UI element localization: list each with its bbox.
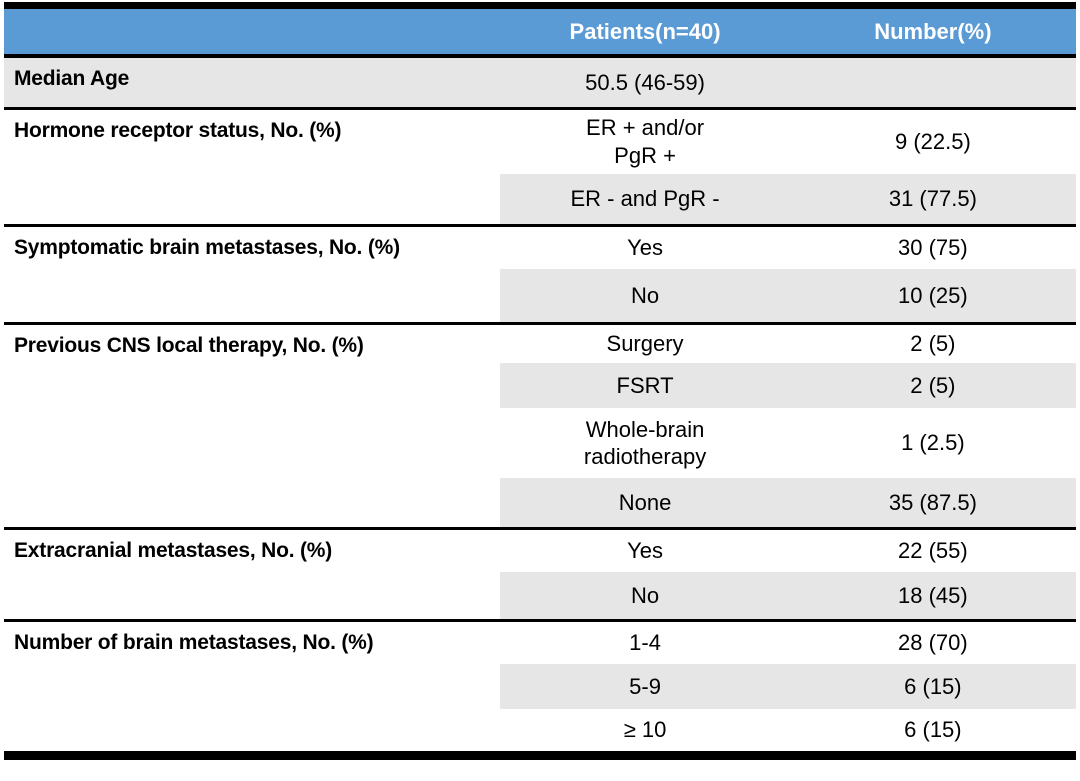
category-cell: Number of brain metastases, No. (%) <box>4 618 501 755</box>
number-cell: 10 (25) <box>789 269 1076 323</box>
category-cell: Extracranial metastases, No. (%) <box>4 526 501 620</box>
number-cell: 2 (5) <box>789 363 1076 408</box>
value-cell: Yes <box>500 526 790 572</box>
category-cell: Hormone receptor status, No. (%) <box>4 106 501 225</box>
number-cell: 1 (2.5) <box>901 430 965 456</box>
category-cell: Symptomatic brain metastases, No. (%) <box>4 223 501 323</box>
value-cell: FSRT <box>500 363 790 408</box>
table-row: Number of brain metastases, No. (%) 1-4 … <box>4 618 1076 755</box>
table-row: No 18 (45) <box>4 572 1076 620</box>
patient-characteristics-table-wrap: Patients(n=40) Number(%) Median Age 50.5… <box>4 2 1076 760</box>
table-body: Median Age 50.5 (46-59) Hormone receptor… <box>4 54 1076 755</box>
table-row: Hormone receptor status, No. (%) ER + an… <box>4 106 1076 225</box>
value-cell: None <box>500 478 790 528</box>
number-cell: 9 (22.5) <box>789 106 1076 174</box>
table-row: Symptomatic brain metastases, No. (%) Ye… <box>4 223 1076 323</box>
header-number-cell: Number(%) <box>789 2 1076 58</box>
value-cell: Surgery <box>500 321 790 363</box>
category-cell: Median Age <box>4 54 501 108</box>
number-cell <box>789 54 1076 108</box>
table-row: ≥ 10 6 (15) <box>4 709 1076 755</box>
value-cell: 1-4 <box>500 618 790 664</box>
table-row: No 10 (25) <box>4 269 1076 323</box>
table-row: FSRT 2 (5) <box>4 363 1076 408</box>
value-cell: ≥ 10 <box>623 717 667 742</box>
value-cell: No <box>500 269 790 323</box>
number-cell: 31 (77.5) <box>789 174 1076 225</box>
value-cell: Yes <box>500 223 790 269</box>
value-cell: No <box>500 572 790 620</box>
table-row: ER - and PgR - 31 (77.5) <box>4 174 1076 225</box>
number-cell: 35 (87.5) <box>789 478 1076 528</box>
value-cell: 5-9 <box>500 664 790 709</box>
table-row: Median Age 50.5 (46-59) <box>4 54 1076 108</box>
table-row: Whole-brain radiotherapy 1 (2.5) <box>4 408 1076 478</box>
table-header: Patients(n=40) Number(%) <box>4 2 1076 58</box>
value-cell: ER - and PgR - <box>500 174 790 225</box>
header-category-cell <box>4 2 501 58</box>
value-cell: Whole-brain radiotherapy <box>583 416 707 470</box>
header-patients-cell: Patients(n=40) <box>500 2 790 58</box>
table-row: 5-9 6 (15) <box>4 664 1076 709</box>
category-cell: Previous CNS local therapy, No. (%) <box>4 321 501 528</box>
value-cell: ER + and/or PgR + <box>500 106 790 174</box>
number-cell: 28 (70) <box>789 618 1076 664</box>
number-cell: 2 (5) <box>789 321 1076 363</box>
number-cell: 22 (55) <box>789 526 1076 572</box>
number-cell: 6 (15) <box>789 664 1076 709</box>
table-row: Previous CNS local therapy, No. (%) Surg… <box>4 321 1076 528</box>
number-cell: 6 (15) <box>904 717 962 742</box>
table-row: None 35 (87.5) <box>4 478 1076 528</box>
number-cell: 30 (75) <box>789 223 1076 269</box>
value-cell: 50.5 (46-59) <box>500 54 790 108</box>
table-row: Extracranial metastases, No. (%) Yes 22 … <box>4 526 1076 620</box>
header-row: Patients(n=40) Number(%) <box>4 2 1076 58</box>
patient-characteristics-table: Patients(n=40) Number(%) Median Age 50.5… <box>4 2 1076 760</box>
number-cell: 18 (45) <box>789 572 1076 620</box>
